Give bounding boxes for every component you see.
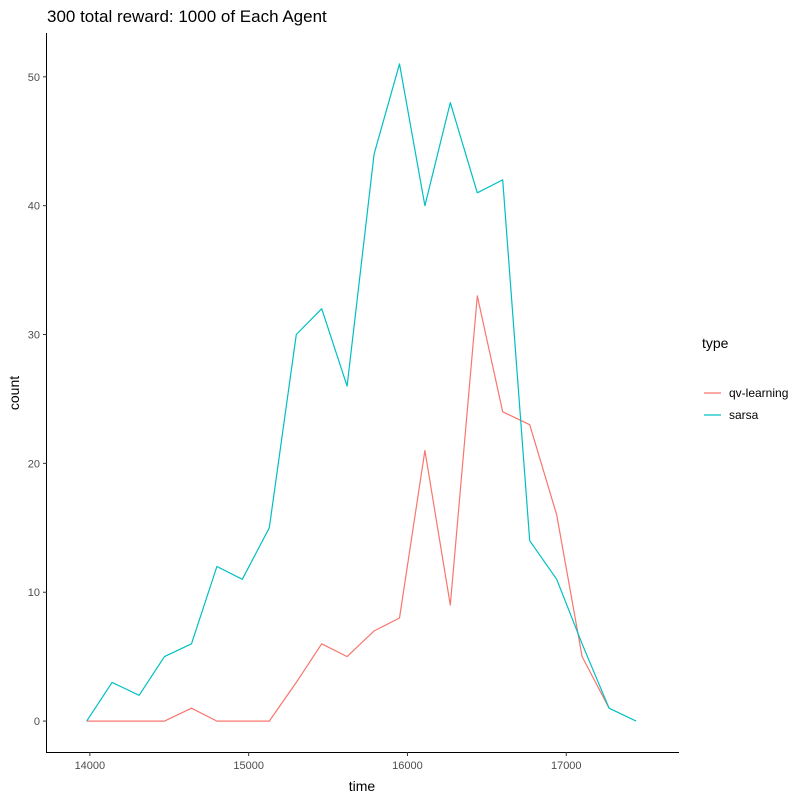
- y-tick-label: 30: [28, 330, 40, 342]
- x-ticks: 14000 15000 16000 17000: [75, 752, 582, 772]
- chart-title: 300 total reward: 1000 of Each Agent: [47, 7, 327, 26]
- x-axis-title: time: [349, 778, 376, 794]
- series-line-qv-learning: [86, 295, 610, 722]
- y-tick-label: 40: [28, 201, 40, 213]
- x-tick-label: 16000: [392, 760, 423, 772]
- x-tick-label: 17000: [551, 760, 582, 772]
- y-tick-label: 50: [28, 72, 40, 84]
- y-axis-title: count: [6, 376, 22, 410]
- legend-title: type: [702, 335, 729, 351]
- y-tick-label: 20: [28, 458, 40, 470]
- y-tick-label: 0: [34, 716, 40, 728]
- x-tick-label: 15000: [233, 760, 264, 772]
- plot-area: [46, 33, 679, 753]
- x-tick-label: 14000: [75, 760, 106, 772]
- y-tick-label: 10: [28, 587, 40, 599]
- legend-items: qv-learning sarsa: [704, 386, 788, 422]
- legend: type qv-learning sarsa: [702, 335, 788, 422]
- y-ticks: 0 10 20 30 40 50: [28, 72, 47, 728]
- series-lines: [86, 63, 637, 722]
- legend-label-sarsa: sarsa: [729, 408, 759, 422]
- series-line-sarsa: [86, 63, 637, 722]
- legend-label-qv-learning: qv-learning: [729, 386, 788, 400]
